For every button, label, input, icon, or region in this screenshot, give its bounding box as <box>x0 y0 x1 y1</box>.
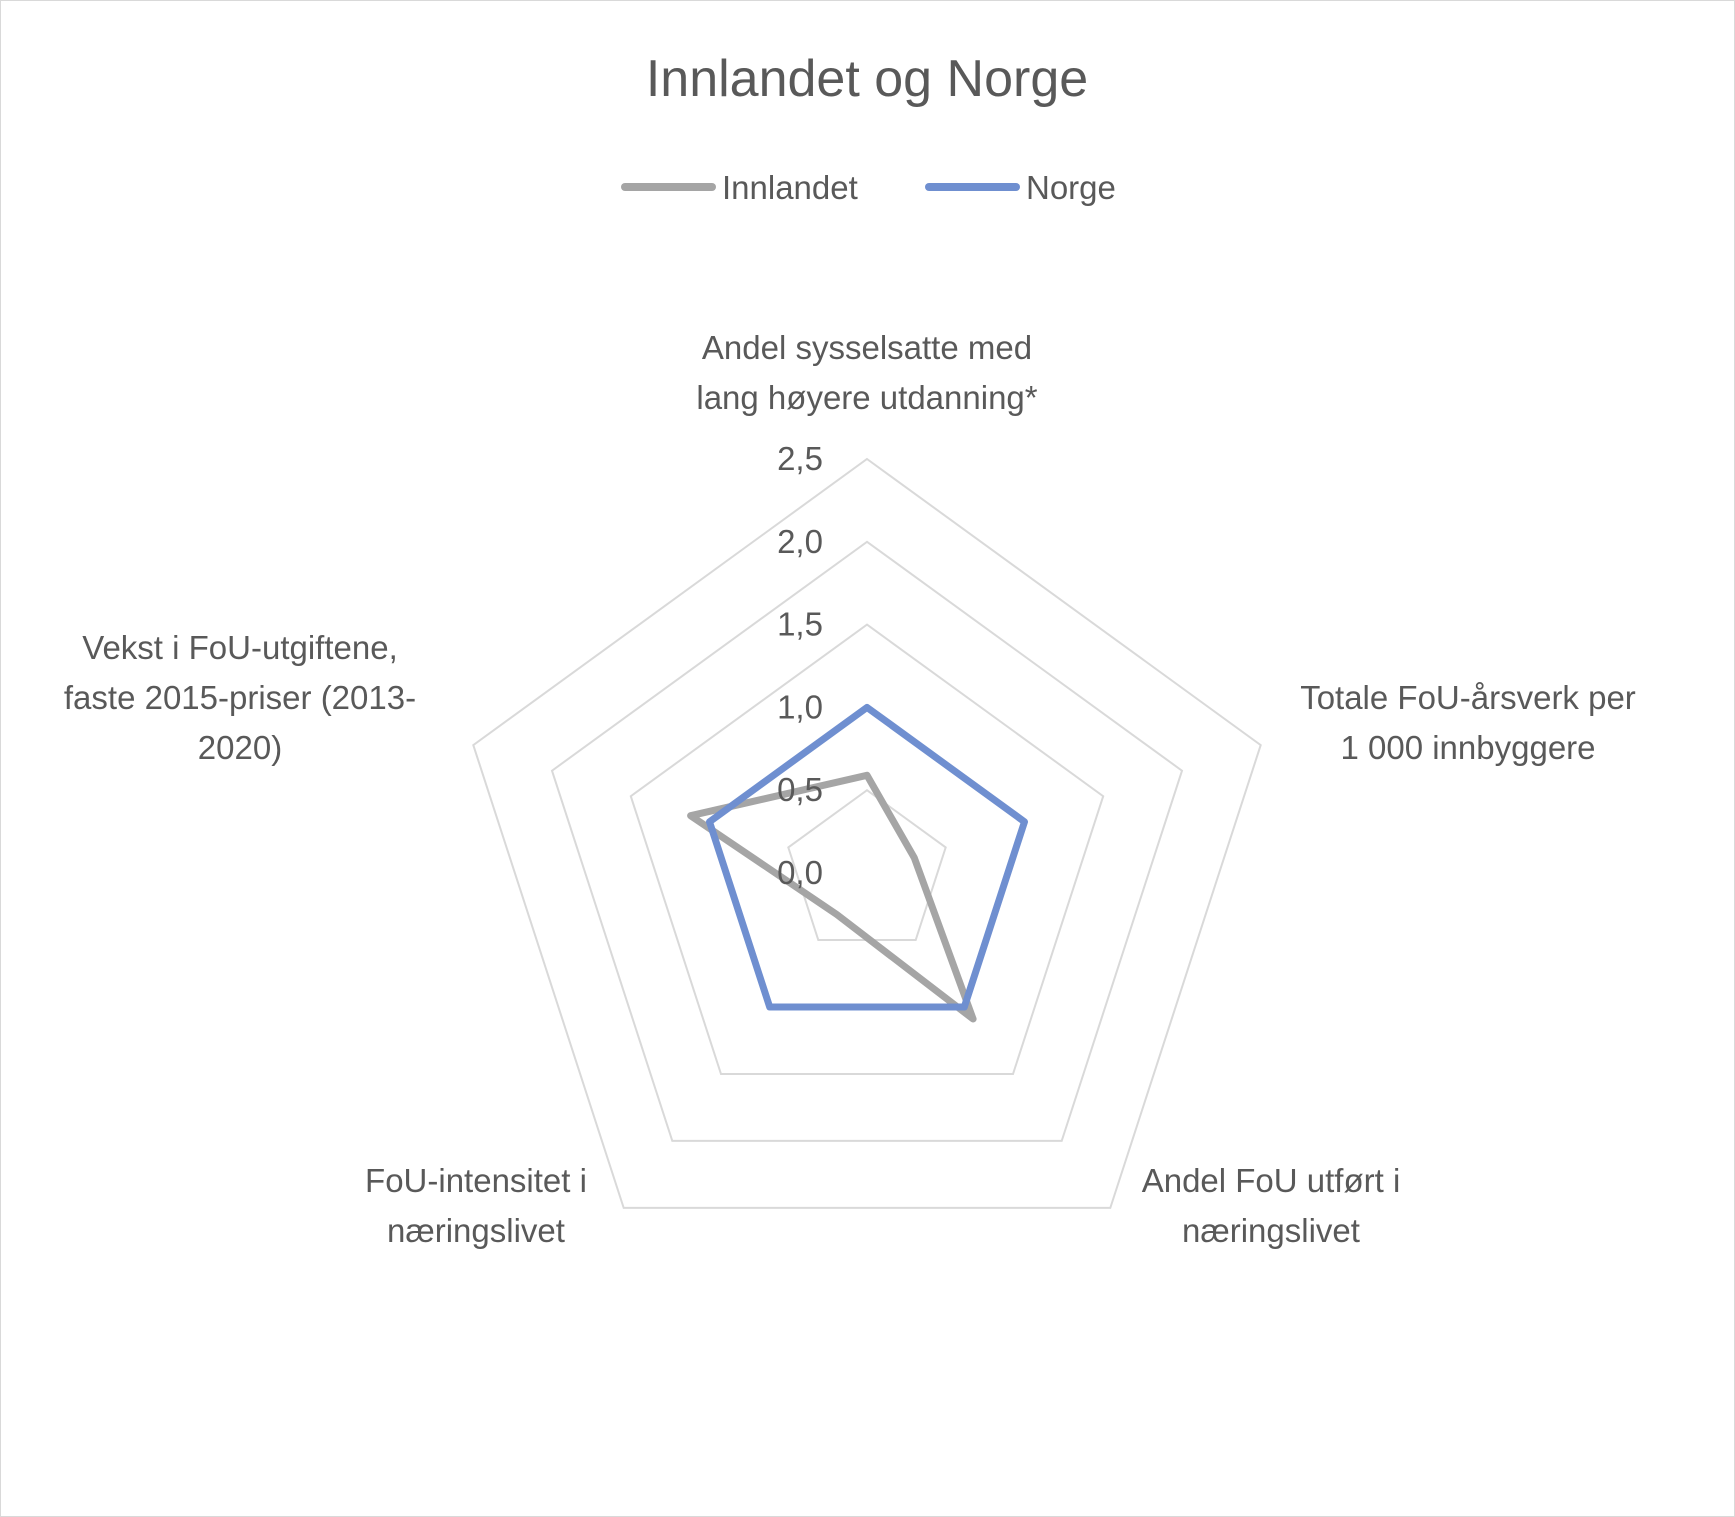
legend-item-norge[interactable]: Norge <box>925 169 1116 206</box>
axis-label-0: lang høyere utdanning* <box>696 379 1037 416</box>
tick-label: 0,5 <box>777 771 823 808</box>
axis-label-2: Andel FoU utført i <box>1142 1162 1401 1199</box>
axis-label-2: næringslivet <box>1182 1212 1360 1249</box>
tick-label: 0,0 <box>777 854 823 891</box>
axis-label-4: faste 2015-priser (2013- <box>64 679 416 716</box>
axis-label-1: Totale FoU-årsverk per <box>1300 679 1636 716</box>
axis-label-0: Andel sysselsatte med <box>702 329 1032 366</box>
tick-label: 1,5 <box>777 606 823 643</box>
grid-ring-5 <box>472 457 1262 1209</box>
axis-label-4: Vekst i FoU-utgiftene, <box>82 629 397 666</box>
radar-axis-labels: Andel sysselsatte med lang høyere utdanni… <box>64 329 1636 1249</box>
tick-label: 2,0 <box>777 523 823 560</box>
legend-label-innlandet: Innlandet <box>722 169 858 206</box>
grid-ring-3 <box>629 623 1105 1075</box>
series-line-norge <box>706 703 1028 1011</box>
axis-label-4: 2020) <box>198 729 282 766</box>
series-line-innlandet <box>687 771 977 1023</box>
grid-ring-4 <box>550 540 1184 1142</box>
chart-title: Innlandet og Norge <box>646 50 1088 108</box>
legend: Innlandet Norge <box>621 169 1116 206</box>
legend-item-innlandet[interactable]: Innlandet <box>621 169 858 206</box>
legend-label-norge: Norge <box>1026 169 1116 206</box>
axis-label-1: 1 000 innbyggere <box>1340 729 1595 766</box>
axis-label-3: næringslivet <box>387 1212 565 1249</box>
tick-label: 1,0 <box>777 688 823 725</box>
radar-series <box>687 703 1028 1023</box>
axis-label-3: FoU-intensitet i <box>365 1162 587 1199</box>
radar-tick-labels: 0,0 0,5 1,0 1,5 2,0 2,5 <box>777 440 823 891</box>
radar-grid <box>472 457 1262 1209</box>
tick-label: 2,5 <box>777 440 823 477</box>
